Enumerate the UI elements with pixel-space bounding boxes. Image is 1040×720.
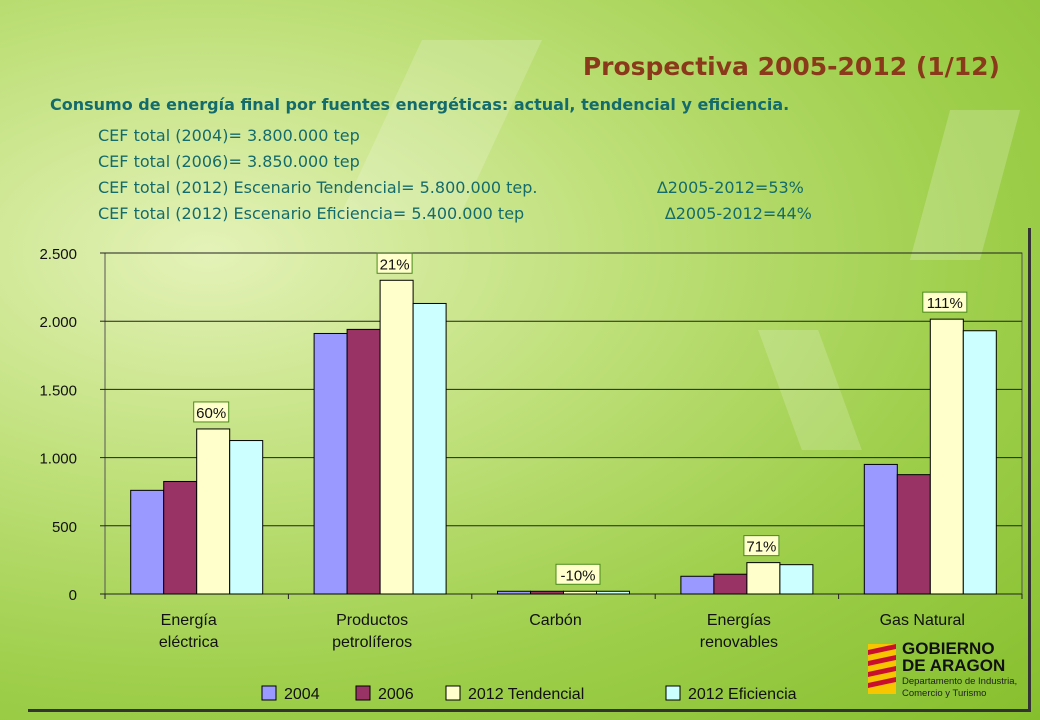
gobierno-aragon-logo: GOBIERNO DE ARAGON Departamento de Indus… — [868, 640, 1028, 702]
frame-shadow-right — [1028, 228, 1031, 712]
legend-swatch — [261, 685, 277, 701]
bar-2006 — [163, 480, 198, 595]
logo-dept-line-1: Departamento de Industria, — [902, 676, 1018, 687]
legend-label: 2004 — [284, 686, 320, 703]
chart-subtitle: Consumo de energía final por fuentes ene… — [50, 95, 790, 114]
bar-2004 — [313, 332, 348, 595]
info-line-cef-2012-eficiencia: CEF total (2012) Escenario Eficiencia= 5… — [98, 204, 525, 223]
x-tick-label: Gas Natural — [880, 612, 965, 629]
delta-eficiencia: ∆2005-2012=44% — [665, 204, 812, 223]
y-tick-label: 1.000 — [39, 451, 77, 468]
data-label: -10% — [560, 567, 595, 584]
legend-label: 2012 Tendencial — [468, 686, 584, 703]
data-label: 21% — [380, 256, 410, 273]
data-label-box — [555, 563, 601, 585]
bar-2006 — [713, 573, 748, 595]
bar-2012-tendencial — [929, 318, 964, 595]
bar-2004 — [130, 489, 165, 595]
bar-2004 — [863, 463, 898, 595]
logo-line-2: DE ARAGON — [902, 656, 1006, 675]
page-title: Prospectiva 2005-2012 (1/12) — [582, 52, 1000, 81]
x-tick-label: Carbón — [529, 612, 581, 629]
y-tick-label: 2.000 — [39, 314, 77, 331]
legend-swatch — [355, 685, 371, 701]
logo-dept-line-2: Comercio y Turismo — [902, 688, 987, 699]
legend-label: 2006 — [378, 686, 414, 703]
aragon-flag-icon — [868, 644, 896, 694]
bar-2006 — [530, 590, 564, 595]
y-tick-label: 2.500 — [39, 246, 77, 263]
x-tick-label: Productos — [336, 612, 408, 629]
data-label-box — [743, 535, 780, 557]
data-label-box — [922, 291, 968, 313]
legend-swatch — [665, 685, 681, 701]
y-tick-label: 0 — [69, 587, 77, 604]
info-line-cef-2012-tendencial: CEF total (2012) Escenario Tendencial= 5… — [98, 178, 538, 197]
logo-line-1: GOBIERNO — [902, 639, 995, 658]
info-line-cef-2004: CEF total (2004)= 3.800.000 tep — [98, 126, 360, 145]
data-label-box — [193, 401, 230, 423]
bar-2012-tendencial — [196, 428, 231, 595]
data-label: 60% — [196, 405, 226, 422]
x-tick-label: petrolíferos — [332, 634, 412, 651]
legend-swatch — [445, 685, 461, 701]
bar-2012-tendencial — [746, 562, 781, 595]
x-tick-label: eléctrica — [159, 634, 219, 651]
bar-2012-eficiencia — [229, 440, 264, 595]
bar-2004 — [680, 575, 715, 595]
bar-2012-eficiencia — [779, 564, 814, 595]
x-tick-label: Energía — [161, 612, 217, 629]
y-tick-label: 1.500 — [39, 382, 77, 399]
bar-2006 — [896, 474, 931, 595]
x-tick-label: renovables — [700, 634, 778, 651]
frame-shadow-bottom — [28, 709, 1031, 712]
delta-tendencial: ∆2005-2012=53% — [657, 178, 804, 197]
data-label: 71% — [746, 539, 776, 556]
bar-2012-eficiencia — [412, 302, 447, 595]
data-label: 111% — [927, 295, 963, 312]
bar-2006 — [346, 328, 381, 595]
bar-2012-tendencial — [379, 279, 414, 595]
bar-2012-eficiencia — [596, 590, 630, 595]
y-tick-label: 500 — [52, 519, 77, 536]
bar-2012-tendencial — [563, 590, 597, 595]
x-tick-label: Energías — [707, 612, 771, 629]
bar-2004 — [497, 590, 531, 595]
info-line-cef-2006: CEF total (2006)= 3.850.000 tep — [98, 152, 360, 171]
legend-label: 2012 Eficiencia — [688, 686, 797, 703]
data-label-box — [376, 252, 413, 274]
bar-2012-eficiencia — [962, 330, 997, 595]
